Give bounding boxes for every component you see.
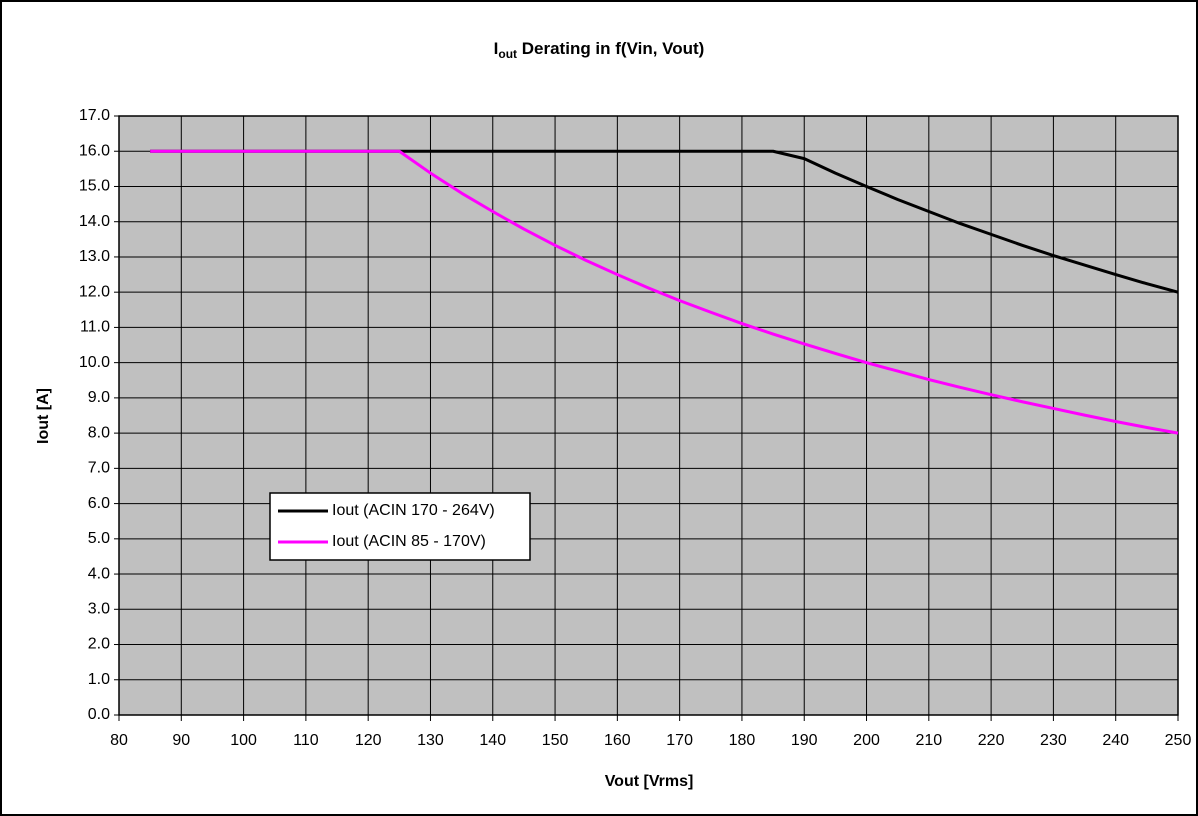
title-part: Derating in f(Vin, Vout): [517, 39, 704, 58]
x-tick-label: 110: [293, 732, 319, 749]
legend-label: Iout (ACIN 85 - 170V): [332, 533, 486, 550]
y-tick-label: 0.0: [88, 706, 110, 723]
x-tick-label: 190: [791, 732, 818, 749]
series-line: [150, 149, 1179, 435]
y-tick-label: 7.0: [88, 460, 110, 477]
y-tick-label: 2.0: [88, 636, 110, 653]
chart-title: Iout Derating in f(Vin, Vout): [494, 39, 705, 61]
x-tick-label: 240: [1102, 732, 1129, 749]
x-tick-label: 90: [172, 732, 190, 749]
x-tick-label: 160: [604, 732, 631, 749]
plot-frame: [118, 115, 1179, 716]
x-tick-label: 210: [915, 732, 942, 749]
x-tick-label: 130: [417, 732, 444, 749]
x-tick-label: 120: [355, 732, 382, 749]
y-tick-label: 5.0: [88, 530, 110, 547]
x-tick-label: 200: [853, 732, 880, 749]
x-axis-label: Vout [Vrms]: [605, 773, 694, 790]
x-tick-label: 250: [1165, 732, 1192, 749]
x-tick-label: 80: [110, 732, 128, 749]
y-tick-label: 9.0: [88, 389, 110, 406]
x-tick-label: 140: [479, 732, 506, 749]
y-tick-label: 11.0: [80, 319, 110, 336]
y-tick-label: 17.0: [79, 107, 110, 124]
x-tick-label: 150: [542, 732, 569, 749]
title-subscript: out: [498, 47, 517, 61]
y-tick-label: 16.0: [79, 142, 110, 159]
y-tick-label: 4.0: [88, 565, 110, 582]
title-part: I: [494, 39, 499, 58]
y-axis-label: Iout [A]: [35, 388, 52, 444]
x-tick-label: 220: [978, 732, 1005, 749]
y-tick-label: 10.0: [79, 354, 110, 371]
y-tick-label: 12.0: [79, 283, 110, 300]
x-tick-label: 170: [666, 732, 693, 749]
legend-box: [269, 492, 531, 561]
x-tick-label: 230: [1040, 732, 1067, 749]
y-tick-label: 3.0: [88, 601, 110, 618]
plot-area: [119, 116, 1178, 715]
y-tick-label: 13.0: [79, 248, 110, 265]
x-tick-label: 180: [729, 732, 756, 749]
x-tick-label: 100: [230, 732, 257, 749]
legend-label: Iout (ACIN 170 - 264V): [332, 502, 495, 519]
y-tick-label: 8.0: [88, 424, 110, 441]
y-tick-label: 15.0: [79, 178, 110, 195]
y-tick-label: 14.0: [79, 213, 110, 230]
y-tick-label: 1.0: [88, 671, 110, 688]
y-tick-label: 6.0: [88, 495, 110, 512]
